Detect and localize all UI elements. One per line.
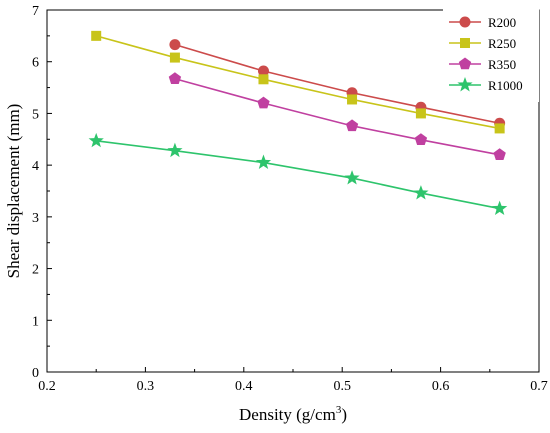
legend-marker <box>458 57 472 70</box>
data-point-r250 <box>494 123 505 134</box>
y-tick-label: 1 <box>32 314 39 329</box>
legend-box <box>443 8 539 102</box>
data-point-r250 <box>258 74 269 85</box>
x-tick-label: 0.6 <box>432 379 450 394</box>
legend-label: R350 <box>488 57 516 72</box>
data-point-r350 <box>493 148 506 161</box>
data-point-r250 <box>169 52 180 63</box>
data-point-r200 <box>257 65 269 77</box>
legend-label: R200 <box>488 15 516 30</box>
series-r250 <box>91 30 505 134</box>
data-point-r1000 <box>167 142 183 158</box>
y-tick-label: 6 <box>32 56 39 71</box>
data-point-r1000 <box>492 200 508 216</box>
data-point-r1000 <box>344 170 360 185</box>
x-axis: 0.2 0.3 0.4 0.5 0.6 0.7 <box>38 367 548 394</box>
data-point-r1000 <box>255 154 272 170</box>
series-r350 <box>168 72 506 161</box>
x-tick-label: 0.7 <box>530 379 548 394</box>
series-r1000 <box>88 132 508 216</box>
y-axis: 0 1 2 3 4 5 6 7 <box>32 4 52 381</box>
x-axis-title: Density (g/cm3) <box>239 404 347 424</box>
legend: R200 R250 R350 R1000 <box>443 8 539 102</box>
y-tick-label: 2 <box>32 263 39 278</box>
series-line <box>95 35 500 130</box>
data-point-r350 <box>345 119 359 132</box>
series-layer <box>88 30 508 216</box>
y-tick-label: 3 <box>32 211 39 226</box>
legend-label: R1000 <box>488 78 523 93</box>
data-point-r250 <box>415 108 426 119</box>
data-point-r1000 <box>413 185 429 200</box>
legend-marker <box>459 16 471 28</box>
legend-label: R250 <box>488 36 516 51</box>
series-line <box>96 140 500 210</box>
data-point-r1000 <box>88 132 104 148</box>
y-tick-label: 0 <box>32 366 39 381</box>
y-axis-title: Shear displacement (mm) <box>4 104 23 279</box>
data-point-r350 <box>168 72 182 85</box>
data-point-r250 <box>91 30 102 41</box>
y-tick-label: 7 <box>32 4 39 19</box>
legend-marker <box>457 77 473 92</box>
data-point-r200 <box>169 39 181 51</box>
data-point-r250 <box>347 94 358 105</box>
x-tick-label: 0.2 <box>38 379 56 394</box>
x-tick-label: 0.3 <box>137 379 155 394</box>
x-tick-label: 0.4 <box>235 379 253 394</box>
y-tick-label: 5 <box>32 107 39 122</box>
x-tick-label: 0.5 <box>333 379 351 394</box>
data-point-r350 <box>414 133 428 146</box>
y-tick-label: 4 <box>32 159 39 174</box>
data-point-r350 <box>257 96 270 109</box>
legend-marker <box>460 38 470 48</box>
